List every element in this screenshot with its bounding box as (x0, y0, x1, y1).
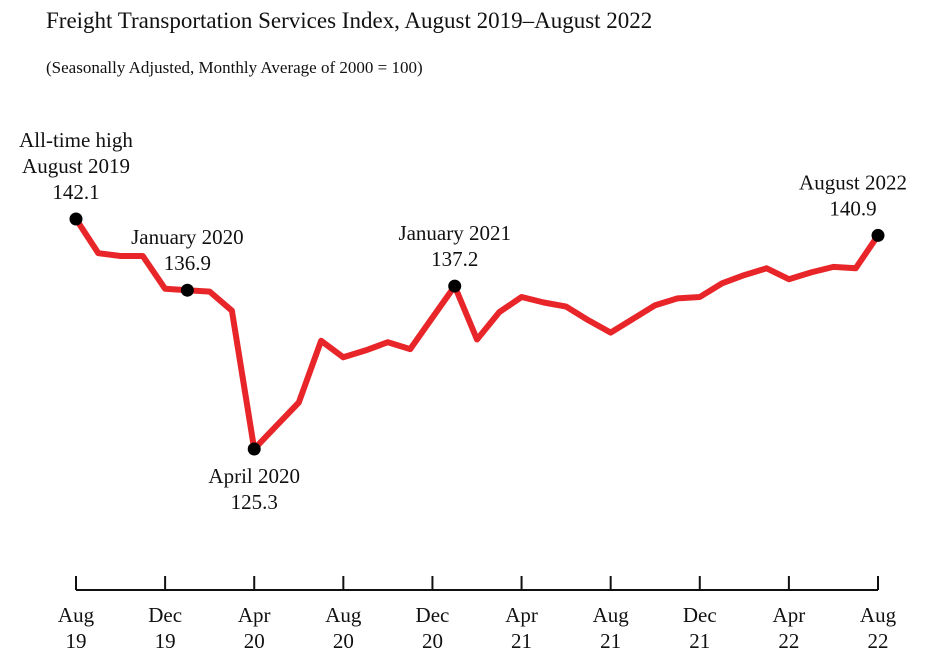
data-point-marker (871, 228, 885, 242)
annotation-label: 137.2 (431, 247, 478, 271)
x-tick-label: Aug (593, 603, 630, 627)
annotation-label: August 2022 (799, 170, 907, 194)
data-point-marker (180, 283, 194, 297)
annotation-label: April 2020 (208, 464, 300, 488)
x-tick-label: Dec (416, 603, 450, 627)
x-tick-label: Apr (505, 603, 538, 627)
annotation-label: All-time high (19, 128, 133, 152)
data-point-marker (448, 279, 462, 293)
x-tick-label: Aug (860, 603, 897, 627)
x-tick-label: Apr (773, 603, 806, 627)
annotation-label: August 2019 (22, 154, 130, 178)
data-point-marker (247, 442, 261, 456)
x-tick-label: 20 (244, 629, 265, 653)
chart-title: Freight Transportation Services Index, A… (46, 8, 653, 33)
x-tick-label: Apr (238, 603, 271, 627)
x-axis: Aug19Dec19Apr20Aug20Dec20Apr21Aug21Dec21… (58, 576, 897, 653)
x-tick-label: 21 (511, 629, 532, 653)
annotation-label: 142.1 (52, 180, 99, 204)
x-tick-label: Dec (683, 603, 717, 627)
annotation-label: 140.9 (829, 196, 876, 220)
x-tick-label: 20 (422, 629, 443, 653)
series-line-group (73, 216, 881, 452)
annotation-label: 125.3 (231, 490, 278, 514)
annotation-label: January 2020 (131, 225, 244, 249)
marker-group (69, 212, 885, 456)
annotation-label: January 2021 (398, 221, 511, 245)
x-tick-label: Aug (58, 603, 95, 627)
x-tick-label: Dec (148, 603, 182, 627)
x-tick-label: Aug (325, 603, 362, 627)
annotation-label: 136.9 (164, 251, 211, 275)
x-tick-label: 20 (333, 629, 354, 653)
x-tick-label: 19 (155, 629, 176, 653)
x-tick-label: 21 (600, 629, 621, 653)
x-tick-label: 21 (689, 629, 710, 653)
chart-subtitle: (Seasonally Adjusted, Monthly Average of… (46, 58, 423, 77)
x-tick-label: 22 (868, 629, 889, 653)
data-point-marker (69, 212, 83, 226)
x-tick-label: 19 (66, 629, 87, 653)
series-line (73, 216, 881, 452)
x-tick-label: 22 (778, 629, 799, 653)
